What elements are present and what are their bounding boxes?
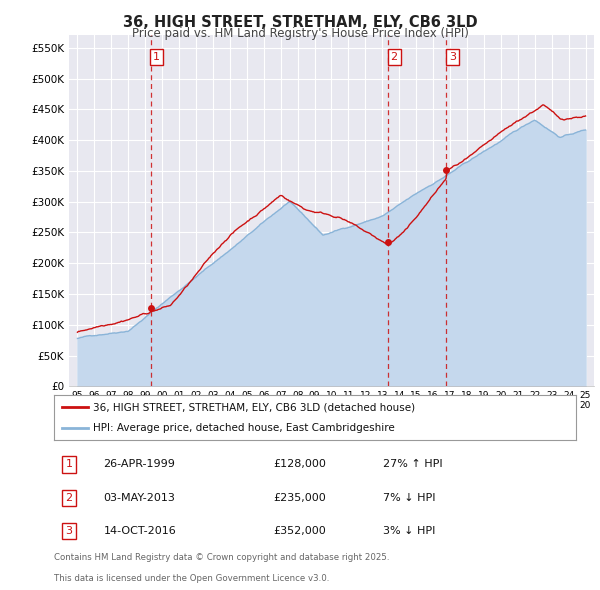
Text: £128,000: £128,000 [273, 460, 326, 470]
Text: 36, HIGH STREET, STRETHAM, ELY, CB6 3LD (detached house): 36, HIGH STREET, STRETHAM, ELY, CB6 3LD … [93, 402, 415, 412]
Text: 36, HIGH STREET, STRETHAM, ELY, CB6 3LD: 36, HIGH STREET, STRETHAM, ELY, CB6 3LD [122, 15, 478, 30]
Text: This data is licensed under the Open Government Licence v3.0.: This data is licensed under the Open Gov… [54, 574, 329, 583]
Text: 3% ↓ HPI: 3% ↓ HPI [383, 526, 435, 536]
Text: HPI: Average price, detached house, East Cambridgeshire: HPI: Average price, detached house, East… [93, 422, 395, 432]
Text: 1: 1 [153, 52, 160, 62]
Text: 27% ↑ HPI: 27% ↑ HPI [383, 460, 442, 470]
Text: 2: 2 [391, 52, 398, 62]
Text: Price paid vs. HM Land Registry's House Price Index (HPI): Price paid vs. HM Land Registry's House … [131, 27, 469, 40]
Text: 7% ↓ HPI: 7% ↓ HPI [383, 493, 436, 503]
Text: 3: 3 [65, 526, 73, 536]
Text: £352,000: £352,000 [273, 526, 326, 536]
Text: Contains HM Land Registry data © Crown copyright and database right 2025.: Contains HM Land Registry data © Crown c… [54, 553, 389, 562]
Text: 2: 2 [65, 493, 73, 503]
Text: 03-MAY-2013: 03-MAY-2013 [104, 493, 175, 503]
Text: 26-APR-1999: 26-APR-1999 [104, 460, 175, 470]
Text: £235,000: £235,000 [273, 493, 326, 503]
Text: 1: 1 [65, 460, 73, 470]
Text: 14-OCT-2016: 14-OCT-2016 [104, 526, 176, 536]
Text: 3: 3 [449, 52, 456, 62]
